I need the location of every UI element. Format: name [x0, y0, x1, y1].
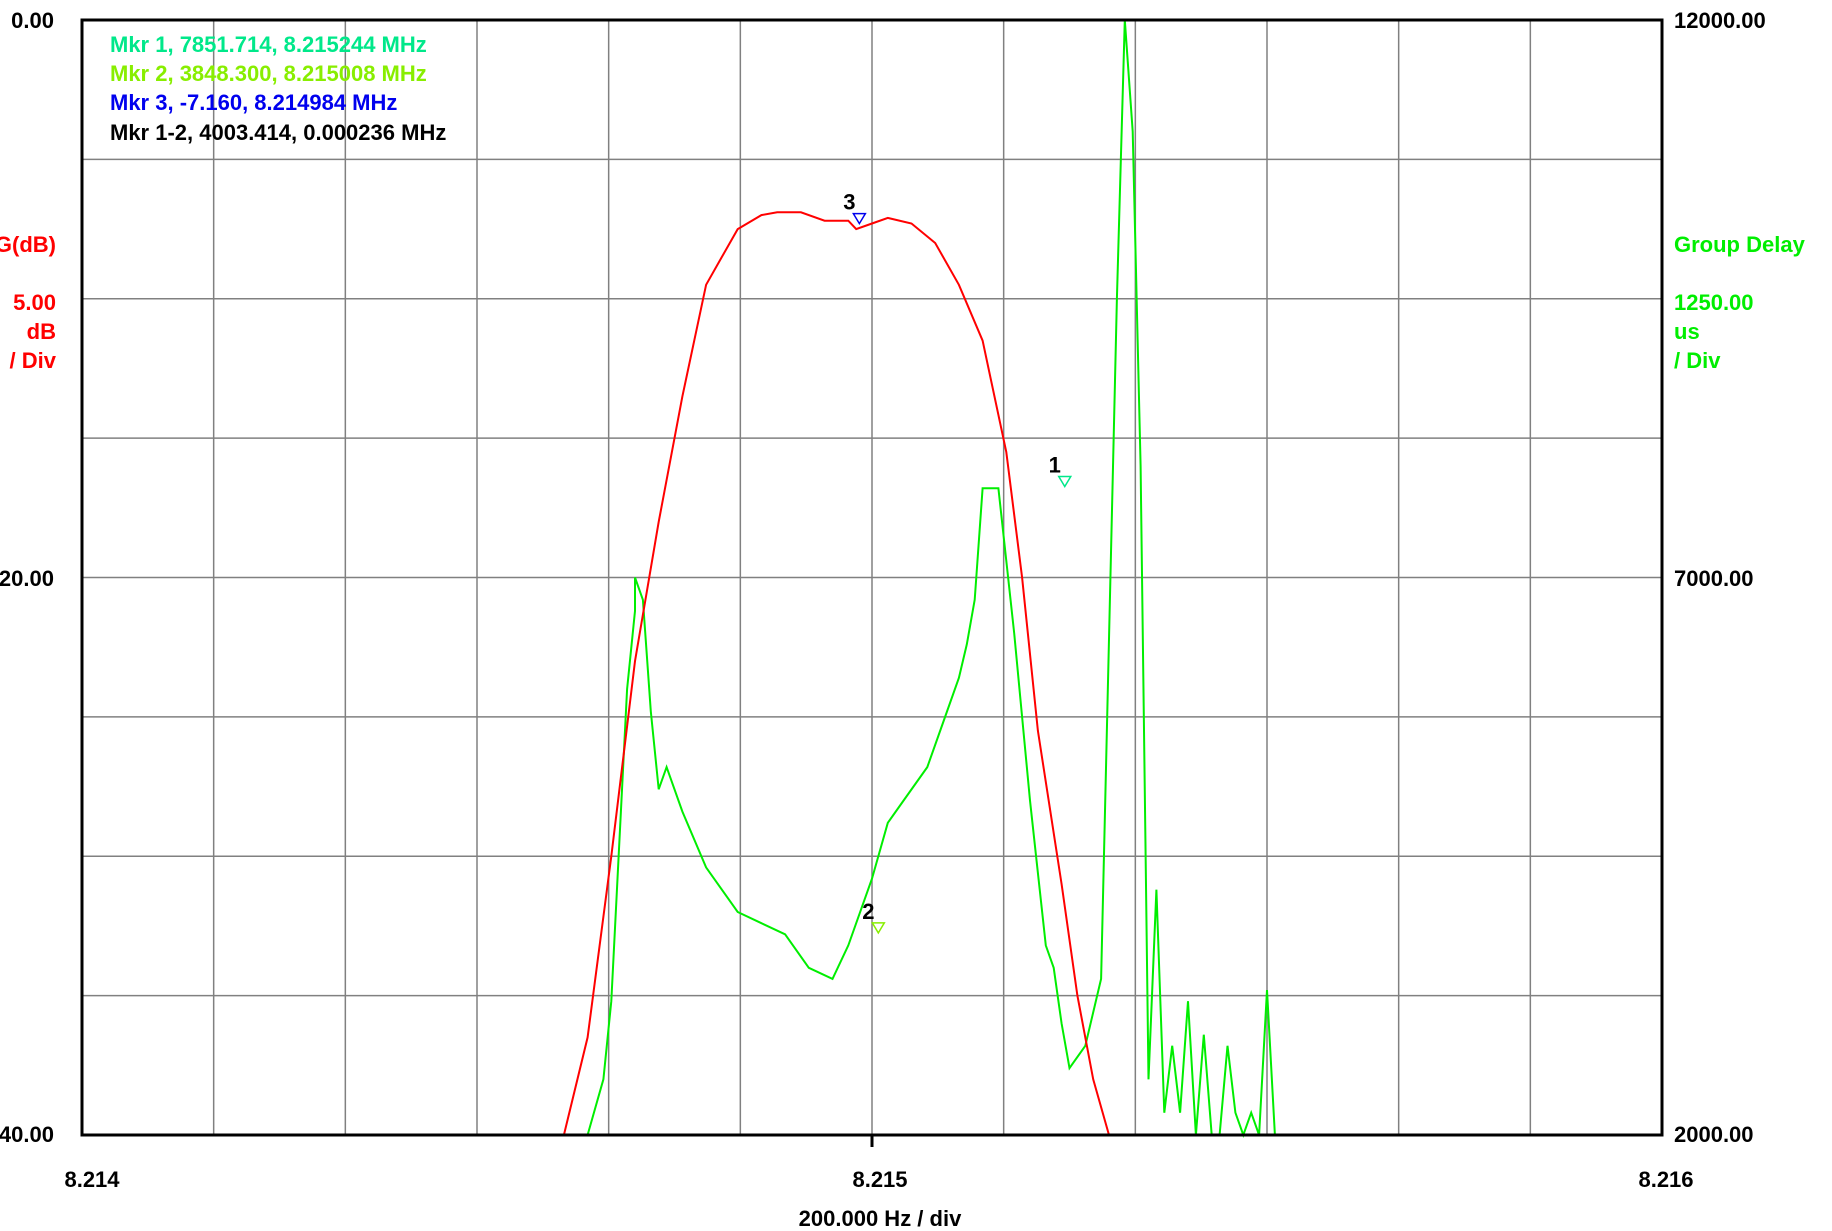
left-axis-bottom-label: -40.00 [0, 1122, 54, 1147]
x-axis-label: 200.000 Hz / div [799, 1206, 962, 1231]
x-tick-label: 8.215 [852, 1167, 907, 1192]
right-axis-title: Group Delay [1674, 232, 1806, 257]
left-axis-title: G(dB) [0, 232, 56, 257]
right-axis-scale-div: / Div [1674, 348, 1721, 373]
marker-3-label: 3 [843, 190, 855, 215]
right-axis-bottom-label: 2000.00 [1674, 1122, 1754, 1147]
left-axis-top-label: 0.00 [11, 8, 54, 33]
marker-delta-readout: Mkr 1-2, 4003.414, 0.000236 MHz [110, 120, 446, 145]
marker-2-label: 2 [862, 899, 874, 924]
marker-1-label: 1 [1049, 453, 1061, 478]
marker-3-symbol [852, 212, 867, 226]
marker-layer: 1 2 3 [843, 190, 1073, 935]
gain-series-line [562, 211, 1125, 1136]
x-tick-label: 8.214 [64, 1167, 120, 1192]
left-axis-scale-value: 5.00 [13, 290, 56, 315]
right-axis-scale-value: 1250.00 [1674, 290, 1754, 315]
marker-1-readout: Mkr 1, 7851.714, 8.215244 MHz [110, 32, 427, 57]
marker-2-symbol [870, 922, 886, 935]
left-axis-scale-unit: dB [27, 319, 56, 344]
marker-3-readout: Mkr 3, -7.160, 8.214984 MHz [110, 90, 397, 115]
right-axis-mid-label: 7000.00 [1674, 566, 1754, 591]
right-axis-top-label: 12000.00 [1674, 8, 1766, 33]
left-axis-mid-label: -20.00 [0, 566, 54, 591]
marker-2-readout: Mkr 2, 3848.300, 8.215008 MHz [110, 61, 427, 86]
left-axis-scale-div: / Div [10, 348, 57, 373]
x-tick-label: 8.216 [1638, 1167, 1693, 1192]
group-delay-series-line [586, 19, 1276, 1138]
right-axis-scale-unit: us [1674, 319, 1700, 344]
grid [82, 20, 1662, 1135]
marker-1-symbol [1057, 475, 1073, 488]
series-layer [562, 19, 1276, 1138]
